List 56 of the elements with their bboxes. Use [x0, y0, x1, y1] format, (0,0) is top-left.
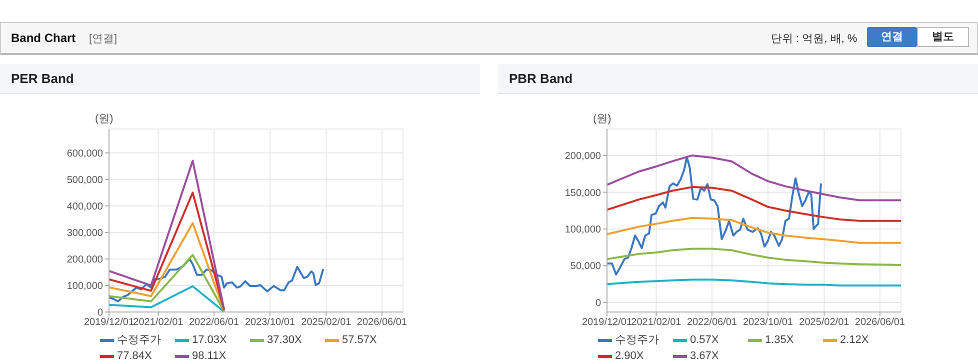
x-tick-label: 2022/06/01 [188, 317, 240, 328]
x-tick-label: 2021/02/01 [133, 317, 184, 328]
x-tick-label: 2026/06/01 [854, 317, 906, 328]
y-tick-label: 0 [97, 308, 104, 319]
line-series [109, 258, 324, 302]
legend-label: 수정주가 [116, 333, 162, 348]
legend-label: 1.35X [764, 333, 795, 348]
chart-title: PBR Band [498, 64, 978, 94]
text: 단위 : 억원, 배, % [771, 32, 858, 46]
text: [연결] [89, 32, 118, 46]
line-series [109, 285, 226, 312]
legend-label: 2.90X [614, 349, 645, 364]
line-series [109, 222, 226, 312]
x-tick-label: 2019/12/01 [84, 317, 134, 328]
y-tick-label: 400,000 [66, 201, 104, 212]
y-axis-title: (원) [593, 112, 612, 126]
y-tick-label: 100,000 [66, 281, 104, 292]
legend-label: 37.30X [266, 333, 303, 348]
legend-label: 0.57X [689, 333, 720, 348]
x-tick-label: 2023/10/01 [742, 317, 794, 328]
y-tick-label: 200,000 [564, 151, 602, 162]
x-tick-label: 2023/10/01 [244, 317, 296, 328]
legend-label: 2.12X [839, 333, 870, 348]
legend-label: 98.11X [191, 349, 228, 364]
line-series [607, 248, 901, 266]
y-tick-label: 200,000 [66, 254, 104, 266]
legend-label: 17.03X [191, 333, 228, 348]
chart-title: PER Band [0, 64, 480, 94]
y-tick-label: 600,000 [66, 148, 104, 160]
line-series [607, 216, 901, 244]
y-tick-label: 100,000 [564, 224, 602, 236]
y-tick-label: 0 [595, 298, 602, 309]
x-tick-label: 2026/06/01 [356, 317, 408, 328]
legend-label: 77.84X [116, 349, 153, 364]
line-series [607, 186, 901, 222]
x-tick-label: 2025/02/01 [301, 317, 352, 328]
line-series [109, 254, 226, 312]
x-tick-label: 2019/12/01 [582, 317, 632, 328]
x-tick-label: 2021/02/01 [631, 317, 682, 328]
text: Band Chart [11, 31, 76, 45]
y-tick-label: 50,000 [570, 261, 602, 272]
y-tick-label: 300,000 [66, 228, 104, 239]
line-series [109, 192, 226, 311]
line-series [607, 156, 822, 276]
x-tick-label: 2022/06/01 [686, 317, 738, 328]
y-tick-label: 500,000 [66, 174, 104, 186]
text: 별도 [917, 27, 969, 47]
y-axis-title: (원) [95, 112, 114, 126]
x-tick-label: 2025/02/01 [799, 317, 850, 328]
text: 연결 [867, 27, 917, 47]
legend-label: 57.57X [341, 333, 378, 348]
line-series [109, 160, 226, 310]
line-series [607, 154, 901, 202]
y-tick-label: 150,000 [564, 188, 602, 199]
legend-label: 3.67X [689, 349, 720, 364]
legend-label: 수정주가 [614, 333, 660, 348]
